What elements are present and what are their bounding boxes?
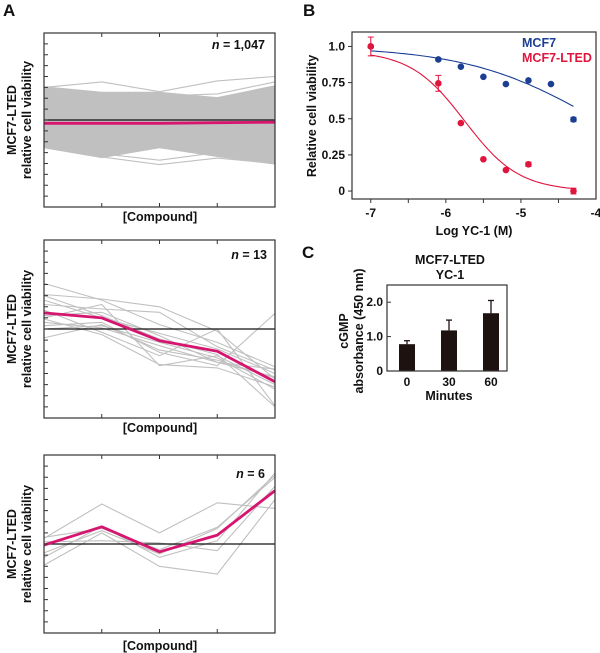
n-value: = 13 <box>242 248 267 262</box>
n-label: n = 6 <box>236 467 265 481</box>
y-axis-label-line1: MCF7-LTED <box>5 294 19 364</box>
panel-label-a: A <box>3 1 15 20</box>
data-point-mcf7 <box>570 116 577 123</box>
y-tick-label: 1.0 <box>328 39 345 53</box>
x-tick-label: -5 <box>516 206 527 220</box>
y-axis-label-line1: cGMP <box>337 313 351 348</box>
data-point-mcf7-lted <box>525 160 532 168</box>
x-axis-label: [Compound] <box>123 210 197 224</box>
y-axis-label-line1: MCF7-LTED <box>5 509 19 579</box>
trace-line <box>43 145 276 166</box>
trace-line <box>43 75 276 93</box>
chart-title-line2: YC-1 <box>436 268 465 282</box>
trace-line <box>43 309 276 407</box>
mean-line <box>43 489 276 554</box>
trace-line <box>43 472 276 558</box>
y-tick-label: 0 <box>338 184 345 198</box>
n-label: n = 13 <box>231 248 267 262</box>
data-point-mcf7 <box>525 77 532 84</box>
trace-line <box>43 499 276 575</box>
y-tick-label: 0.5 <box>328 112 345 126</box>
bar <box>441 330 457 371</box>
trace-line <box>43 474 276 555</box>
data-point-mcf7-lted <box>435 80 442 87</box>
data-point-mcf7-lted <box>502 166 510 174</box>
x-axis-label: [Compound] <box>123 421 197 435</box>
y-axis-label-line1: MCF7-LTED <box>5 85 19 155</box>
bar <box>483 313 499 371</box>
trace-line <box>43 485 276 552</box>
n-value: = 1,047 <box>223 38 265 52</box>
trace-line <box>43 299 276 375</box>
n-symbol: n <box>236 467 244 481</box>
trace-line <box>43 312 276 367</box>
panel-b-dose-response: Relative cell viability Log YC-1 (M) MCF… <box>305 31 600 238</box>
trace-band <box>44 85 275 165</box>
data-point-mcf7-lted <box>480 155 487 163</box>
y-axis-label-line2: absorbance (450 nm) <box>352 268 366 393</box>
trace-line <box>43 321 276 378</box>
x-axis-label: [Compound] <box>123 639 197 653</box>
legend-mcf7-lted: MCF7-LTED <box>522 51 592 65</box>
data-point-mcf7 <box>547 80 555 88</box>
chart-title-line1: MCF7-LTED <box>415 253 485 267</box>
panel-a-plot-3: MCF7-LTED relative cell viability [Compo… <box>5 454 276 653</box>
trace-line <box>43 81 276 99</box>
fit-curve-mcf7 <box>370 50 574 107</box>
x-tick-label: -4 <box>591 206 600 220</box>
data-point-mcf7-lted <box>367 43 375 50</box>
mean-line <box>44 120 276 125</box>
data-point-mcf7-lted <box>570 187 577 195</box>
plot-frame <box>386 284 508 372</box>
x-axis-label: Minutes <box>425 389 472 403</box>
trace-line <box>43 325 276 390</box>
x-tick-label: -7 <box>365 206 376 220</box>
y-axis-label-line2: relative cell viability <box>20 485 34 603</box>
panel-a-plot-2: MCF7-LTED relative cell viability [Compo… <box>5 239 276 435</box>
panel-a-plot-1: MCF7-LTED relative cell viability [Compo… <box>5 32 276 224</box>
mean-line <box>43 311 276 384</box>
n-symbol: n <box>231 248 239 262</box>
fit-curve-mcf7-lted <box>370 54 574 190</box>
y-tick-label: 2.0 <box>366 295 383 309</box>
data-point-mcf7 <box>457 63 465 71</box>
data-point-mcf7-lted <box>457 119 465 127</box>
legend-mcf7: MCF7 <box>522 36 556 50</box>
y-tick-label: 0.75 <box>322 76 346 90</box>
bar <box>399 344 415 371</box>
panel-label-b: B <box>303 1 315 20</box>
trace-line <box>43 311 276 370</box>
x-tick-label: 0 <box>404 375 411 389</box>
n-label: n = 1,047 <box>212 38 265 52</box>
y-axis-label-line2: relative cell viability <box>20 61 34 179</box>
y-tick-label: 0.25 <box>322 148 346 162</box>
data-point-mcf7 <box>502 80 510 88</box>
trace-line <box>43 303 276 386</box>
data-point-mcf7 <box>435 56 442 63</box>
plot-frame <box>351 31 597 200</box>
trace-line <box>43 282 276 368</box>
trace-line <box>43 502 276 539</box>
trace-line <box>43 143 276 163</box>
x-tick-label: -6 <box>441 206 452 220</box>
x-tick-label: 30 <box>442 375 456 389</box>
y-axis-label-line2: relative cell viability <box>20 270 34 388</box>
trace-line <box>43 293 276 380</box>
x-axis-label: Log YC-1 (M) <box>436 224 513 238</box>
y-tick-label: 1.0 <box>366 330 383 344</box>
panel-c-cgmp-bar: MCF7-LTED YC-1 cGMP absorbance (450 nm) … <box>337 253 508 403</box>
n-symbol: n <box>212 38 220 52</box>
data-point-mcf7 <box>480 73 487 81</box>
n-value: = 6 <box>247 467 265 481</box>
x-tick-label: 60 <box>484 375 498 389</box>
y-tick-label: 0 <box>376 364 383 378</box>
panel-label-c: C <box>302 243 314 262</box>
y-axis-label: Relative cell viability <box>305 55 319 177</box>
